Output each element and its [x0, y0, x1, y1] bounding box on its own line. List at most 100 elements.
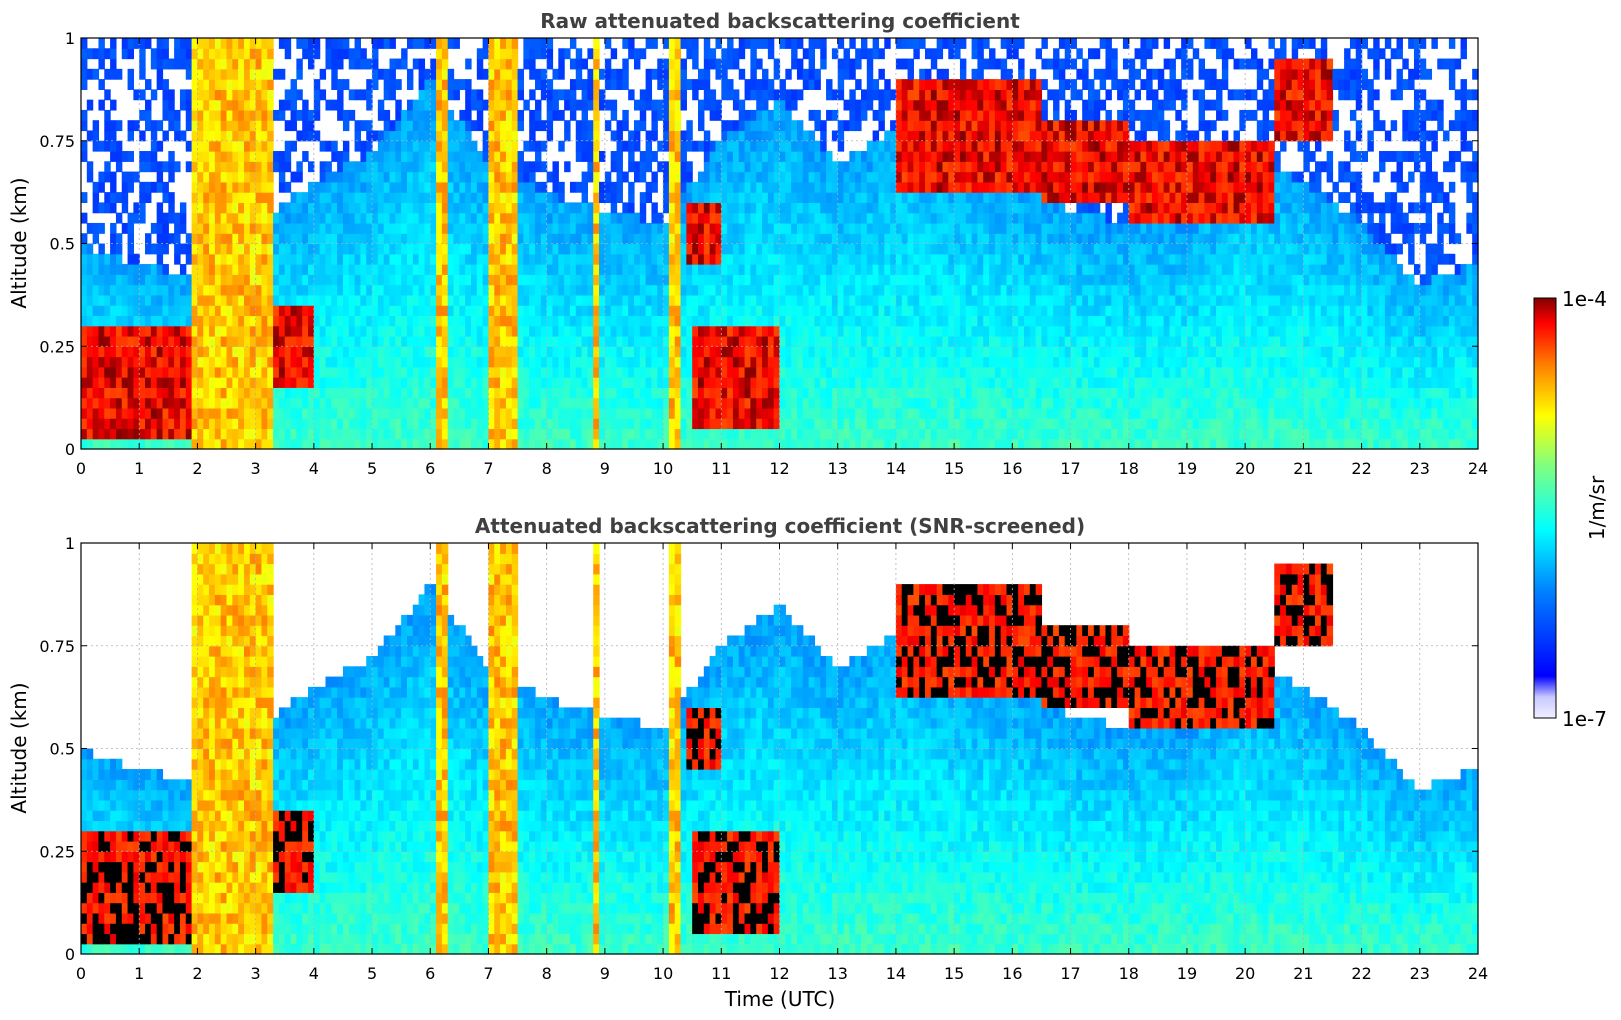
heatmap-cell	[127, 130, 134, 142]
heatmap-cell	[86, 294, 94, 306]
heatmap-cell	[319, 192, 327, 204]
heatmap-cell	[651, 171, 658, 183]
heatmap-cell	[668, 192, 676, 204]
heatmap-cell	[529, 356, 536, 368]
heatmap-cell	[727, 253, 734, 265]
heatmap-cell	[86, 171, 94, 183]
heatmap-cell	[546, 233, 554, 245]
heatmap-cell	[406, 377, 414, 388]
heatmap-cell	[494, 294, 501, 306]
heatmap-cell	[377, 151, 385, 162]
heatmap-cell	[511, 305, 519, 317]
heatmap-cell	[651, 120, 658, 132]
heatmap-cell	[436, 397, 443, 409]
heatmap-cell	[383, 120, 391, 132]
heatmap-cell	[884, 38, 891, 49]
heatmap-cell	[855, 274, 862, 286]
heatmap-cell	[727, 428, 734, 440]
heatmap-cell	[459, 407, 466, 419]
heatmap-cell	[511, 58, 519, 70]
heatmap-cell	[884, 243, 891, 255]
heatmap-cell	[732, 274, 740, 286]
heatmap-cell	[616, 140, 623, 152]
heatmap-cell	[214, 253, 222, 265]
heatmap-cell	[523, 222, 530, 234]
heatmap-cell	[209, 284, 216, 296]
heatmap-cell	[348, 428, 356, 440]
heatmap-cell	[261, 335, 268, 347]
heatmap-cell	[331, 99, 338, 111]
heatmap-cell	[406, 264, 414, 275]
heatmap-cell	[249, 274, 257, 286]
heatmap-cell	[785, 171, 792, 183]
heatmap-cell	[81, 315, 88, 327]
heatmap-cell	[168, 438, 175, 450]
heatmap-cell	[750, 151, 757, 162]
heatmap-cell	[837, 202, 845, 214]
heatmap-cell	[820, 151, 827, 162]
heatmap-cell	[767, 79, 775, 90]
heatmap-cell	[395, 171, 402, 183]
heatmap-cell	[750, 181, 757, 193]
heatmap-cell	[191, 407, 199, 419]
heatmap-cell	[197, 346, 204, 358]
heatmap-cell	[878, 202, 885, 214]
heatmap-cell	[756, 120, 763, 132]
heatmap-cell	[354, 335, 361, 347]
heatmap-cell	[500, 58, 507, 70]
heatmap-cell	[430, 192, 437, 204]
heatmap-cell	[599, 438, 606, 450]
heatmap-cell	[302, 366, 309, 378]
heatmap-cell	[401, 366, 408, 378]
heatmap-cell	[756, 294, 763, 306]
heatmap-cell	[651, 305, 658, 317]
heatmap-cell	[540, 335, 548, 347]
heatmap-cell	[750, 89, 757, 101]
heatmap-cell	[849, 38, 856, 49]
heatmap-cell	[92, 222, 100, 234]
heatmap-cell	[587, 356, 594, 368]
heatmap-cell	[453, 356, 460, 368]
heatmap-cell	[447, 68, 455, 80]
heatmap-cell	[133, 120, 140, 132]
heatmap-cell	[785, 315, 792, 327]
heatmap-cell	[476, 325, 484, 337]
heatmap-cell	[546, 99, 554, 111]
heatmap-cell	[441, 438, 449, 450]
heatmap-cell	[837, 387, 845, 399]
heatmap-cell	[692, 315, 699, 327]
heatmap-cell	[884, 294, 891, 306]
heatmap-cell	[406, 335, 414, 347]
heatmap-cell	[587, 428, 594, 440]
heatmap-cell	[197, 438, 204, 450]
heatmap-cell	[727, 48, 734, 60]
heatmap-cell	[220, 130, 228, 142]
heatmap-cell	[552, 202, 559, 214]
heatmap-cell	[110, 202, 117, 214]
heatmap-cell	[878, 233, 885, 245]
heatmap-cell	[290, 109, 297, 121]
heatmap-cell	[243, 377, 251, 388]
heatmap-cell	[709, 325, 717, 337]
heatmap-cell	[738, 130, 746, 142]
heatmap-cell	[459, 346, 466, 358]
heatmap-cell	[104, 356, 111, 368]
heatmap-cell	[383, 294, 391, 306]
heatmap-cell	[471, 325, 478, 337]
heatmap-cell	[395, 202, 402, 214]
heatmap-cell	[575, 58, 583, 70]
heatmap-cell	[354, 305, 361, 317]
heatmap-cell	[505, 407, 513, 419]
heatmap-cell	[372, 294, 379, 306]
heatmap-cell	[389, 151, 396, 162]
heatmap-cell	[639, 202, 647, 214]
heatmap-cell	[238, 120, 245, 132]
heatmap-cell	[372, 418, 379, 430]
heatmap-cell	[162, 397, 169, 409]
heatmap-cell	[255, 356, 263, 368]
heatmap-cell	[308, 243, 315, 255]
heatmap-cell	[692, 407, 699, 419]
heatmap-cell	[302, 274, 309, 286]
heatmap-cell	[459, 192, 466, 204]
heatmap-cell	[744, 212, 751, 224]
